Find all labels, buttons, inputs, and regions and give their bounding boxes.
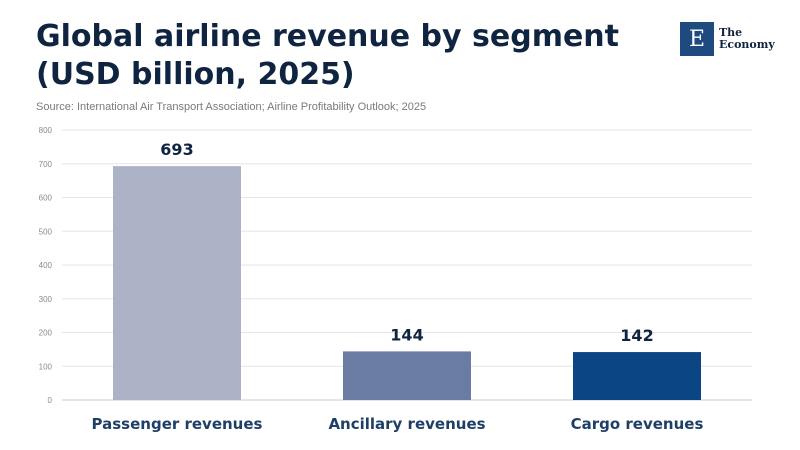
logo-mark: E xyxy=(680,22,714,56)
y-tick-label: 100 xyxy=(39,362,53,371)
bar xyxy=(113,166,241,400)
data-label: 144 xyxy=(390,325,423,344)
data-label: 142 xyxy=(620,326,653,345)
logo-line-1: The xyxy=(719,26,743,39)
chart-title: Global airline revenue by segment (USD b… xyxy=(36,19,620,92)
logo-wordmark: The Economy xyxy=(719,27,775,51)
y-tick-label: 600 xyxy=(39,194,53,203)
publisher-logo: E The Economy xyxy=(680,22,775,56)
x-tick-label: Passenger revenues xyxy=(92,415,263,433)
y-tick-label: 500 xyxy=(39,227,53,236)
bar xyxy=(573,352,701,400)
y-tick-label: 200 xyxy=(39,329,53,338)
x-tick-label: Cargo revenues xyxy=(571,415,704,433)
y-tick-label: 0 xyxy=(48,396,53,405)
y-tick-label: 300 xyxy=(39,295,53,304)
y-tick-label: 400 xyxy=(39,261,53,270)
x-tick-label: Ancillary revenues xyxy=(328,415,485,433)
data-label: 693 xyxy=(160,140,193,159)
y-tick-label: 700 xyxy=(39,160,53,169)
logo-line-2: Economy xyxy=(719,38,775,51)
source-note: Source: International Air Transport Asso… xyxy=(36,101,427,113)
y-tick-label: 800 xyxy=(39,126,53,135)
bar xyxy=(343,351,471,400)
